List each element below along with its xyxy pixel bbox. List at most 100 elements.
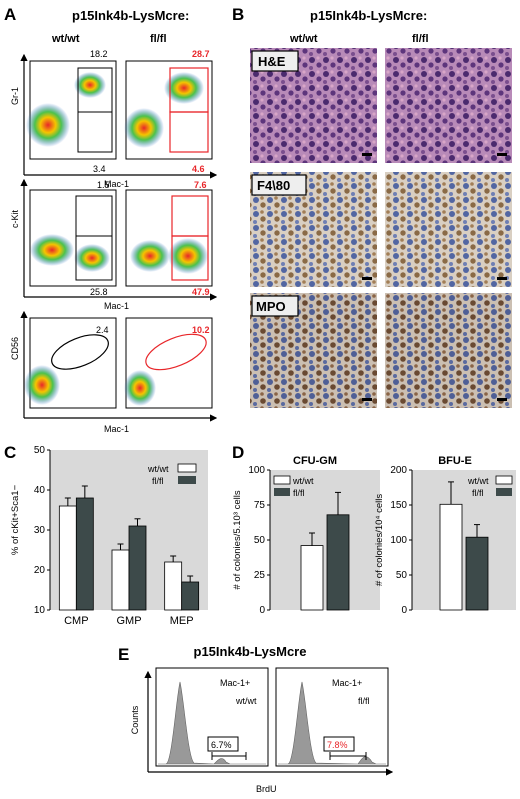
panel-d: D CFU-GM # of colonies/5.10³ cells 0 25 50… [232, 443, 516, 616]
genotype-label-fl: fl/fl [358, 696, 370, 706]
marker-label-fl: Mac-1+ [332, 678, 362, 688]
gate-value-wt-top-r2: 1.5 [97, 180, 110, 190]
bar [326, 514, 350, 611]
density-cluster [74, 72, 106, 98]
panel-b-title: p15Ink4b-LysMcre: [310, 8, 427, 23]
panel-d-letter: D [232, 443, 244, 462]
percent-value-fl: 7.8% [327, 740, 348, 750]
flow-row-gr1: Gr-1 Mac-1 18.2 3.4 28.7 4.6 [10, 49, 218, 189]
gate-value-fl-r3: 10.2 [192, 325, 210, 335]
marker-label-wt: Mac-1+ [220, 678, 250, 688]
density-cluster [164, 72, 204, 104]
y-tick-label: 0 [259, 605, 265, 616]
flow-row-ckit: c-Kit Mac-1 1.5 25.8 7.6 47.9 [10, 178, 218, 311]
histology-mpo-fl [385, 293, 512, 408]
col-label-fl: fl/fl [150, 33, 167, 45]
y-tick-label: 40 [34, 485, 46, 496]
y-tick-label: 100 [248, 465, 265, 476]
panel-c: C % of cKit+Sca1− 10 20 30 40 50 CMP GMP MEP wt… [4, 443, 208, 627]
x-axis-label-mac1-r3: Mac-1 [104, 424, 129, 434]
panel-e: E p15Ink4b-LysMcre Counts BrdU Mac-1+ wt… [118, 644, 394, 794]
y-tick-label: 30 [34, 525, 46, 536]
legend-swatch-wt [495, 475, 513, 485]
gate-ellipse [51, 334, 109, 370]
legend-wt-label: wt/wt [292, 476, 314, 486]
gate-box [75, 235, 113, 281]
panel-a: A p15Ink4b-LysMcre: wt/wt fl/fl Gr-1 Mac… [4, 5, 218, 434]
histology-he-fl [385, 48, 512, 163]
panel-b: B p15Ink4b-LysMcre: wt/wt fl/fl H&E F4\8… [232, 5, 512, 408]
legend-swatch-wt [177, 463, 197, 473]
panel-e-title: p15Ink4b-LysMcre [194, 644, 307, 659]
bar [128, 525, 147, 611]
y-tick-label: 50 [396, 570, 408, 581]
legend-d-left: wt/wt fl/fl [273, 475, 314, 498]
stain-label-box [251, 174, 307, 196]
chart-d-right: 0 50 100 150 200 [390, 465, 489, 616]
bar [465, 536, 489, 611]
x-tick-label: MEP [170, 615, 194, 627]
percent-value-wt: 6.7% [211, 740, 232, 750]
legend-fl-label: fl/fl [152, 476, 164, 486]
y-axis-label-cd56: CD56 [10, 337, 20, 360]
flow-plot-fl-r2 [125, 189, 213, 287]
flow-row-cd56: CD56 Mac-1 2.4 10.2 [10, 310, 218, 434]
histology-f480-fl [385, 172, 512, 287]
gate-value-wt-top-r1: 18.2 [90, 49, 108, 59]
panel-a-title: p15Ink4b-LysMcre: [72, 8, 189, 23]
panel-e-letter: E [118, 645, 129, 664]
stain-label-he: H&E [258, 54, 286, 69]
chart-d-left: 0 25 50 75 100 [248, 465, 350, 616]
y-tick-label: 10 [34, 605, 46, 616]
density-cluster [24, 365, 60, 405]
y-axis-label-cfu: # of colonies/5.10³ cells [232, 490, 243, 590]
y-tick-label: 25 [254, 570, 266, 581]
bar [181, 581, 200, 611]
genotype-label-wt: wt/wt [235, 696, 257, 706]
legend-swatch-wt [273, 475, 291, 485]
panel-a-letter: A [4, 5, 16, 24]
bar [300, 545, 324, 611]
legend-wt-label: wt/wt [147, 464, 169, 474]
y-axis-label-gr1: Gr-1 [10, 87, 20, 105]
bar [111, 549, 130, 611]
gate-value-fl-top-r2: 7.6 [194, 180, 207, 190]
panel-b-letter: B [232, 5, 244, 24]
gate-box [171, 235, 209, 281]
y-tick-label: 200 [390, 465, 407, 476]
bar [58, 505, 77, 611]
x-tick-label: GMP [116, 615, 141, 627]
legend-wt-label: wt/wt [467, 476, 489, 486]
col-label-wt: wt/wt [51, 33, 80, 45]
y-tick-label: 150 [390, 500, 407, 511]
col-label-fl-b: fl/fl [412, 33, 429, 45]
bar [75, 497, 94, 611]
density-cluster [124, 370, 156, 406]
gate-value-wt-r3: 2.4 [96, 325, 109, 335]
legend-c: wt/wt fl/fl [147, 463, 197, 486]
density-cluster [26, 103, 70, 147]
gate-value-fl-top-r1: 28.7 [192, 49, 210, 59]
density-cluster [168, 238, 208, 274]
stain-label-box [251, 50, 299, 72]
stain-label-box [251, 295, 299, 317]
x-axis-label-mac1-r2: Mac-1 [104, 301, 129, 311]
chart-title-cfu: CFU-GM [293, 455, 337, 467]
x-axis-label-brdu: BrdU [256, 784, 277, 794]
gate-box [169, 111, 209, 153]
percent-box-fl [323, 736, 355, 752]
density-cluster [30, 234, 74, 266]
legend-d-right: wt/wt fl/fl [467, 475, 513, 498]
x-tick-label: CMP [64, 615, 88, 627]
y-tick-label: 75 [254, 500, 266, 511]
gate-ellipse [145, 333, 207, 371]
stain-label-mpo: MPO [256, 299, 286, 314]
gate-value-wt-bottom-r1: 3.4 [93, 164, 106, 174]
gate-value-fl-bottom-r2: 47.9 [192, 287, 210, 297]
histogram-curve-wt [158, 681, 266, 765]
histogram-curve-fl [278, 681, 386, 765]
col-label-wt-b: wt/wt [289, 33, 318, 45]
y-axis-label-c: % of cKit+Sca1− [10, 484, 21, 555]
bar [439, 503, 463, 611]
y-axis-label-counts: Counts [130, 705, 140, 734]
